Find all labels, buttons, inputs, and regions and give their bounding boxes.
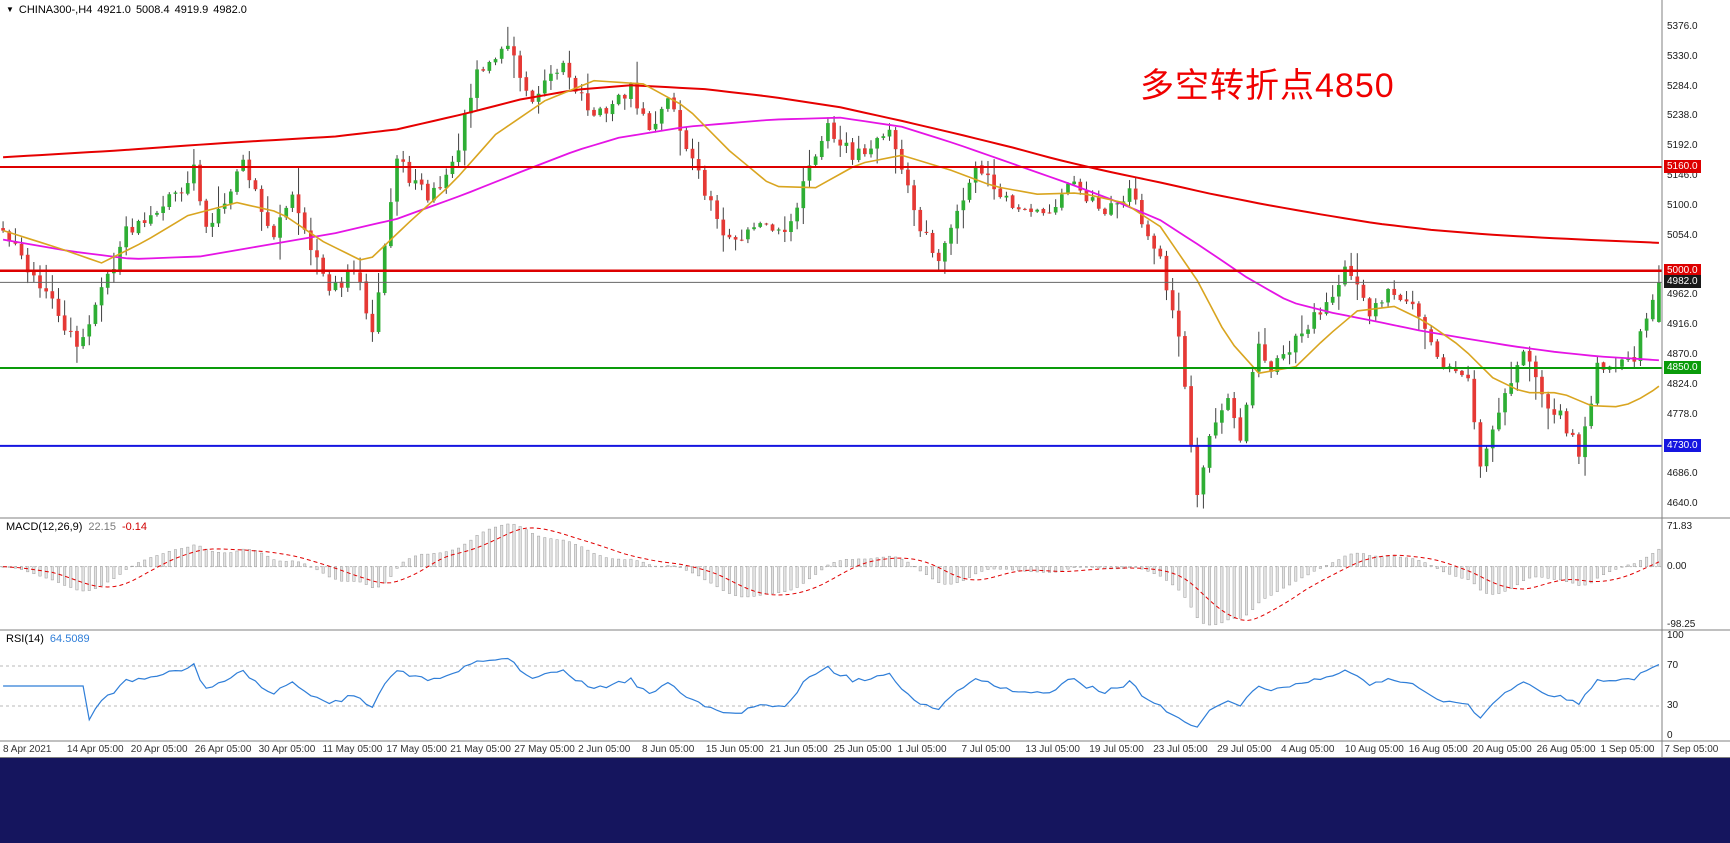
macd-panel: [0, 523, 1662, 626]
macd-signal-line: [3, 527, 1660, 622]
ma-long-red: [3, 84, 1659, 244]
moving-averages: [2, 79, 1660, 408]
ohlc-high: 5008.4: [135, 4, 170, 16]
taskbar: [0, 757, 1730, 843]
macd-title: MACD(12,26,9): [6, 521, 83, 533]
ohlc-close: 4982.0: [213, 4, 247, 16]
rsi-indicator-label: RSI(14) 64.5089: [6, 633, 96, 645]
ohlc-open: 4921.0: [97, 4, 131, 16]
rsi-value: 64.5089: [49, 633, 90, 645]
macd-signal-value: -0.14: [121, 521, 148, 533]
chart-header: ▼ CHINA300-,H4 4921.0 5008.4 4919.9 4982.0: [6, 4, 252, 16]
macd-main-value: 22.15: [88, 521, 116, 533]
symbol-dropdown-icon[interactable]: ▼: [6, 5, 14, 14]
ohlc-low: 4919.9: [174, 4, 209, 16]
rsi-title: RSI(14): [6, 633, 44, 645]
candles: [1, 26, 1661, 509]
symbol-period-label: CHINA300-,H4: [18, 4, 93, 16]
macd-indicator-label: MACD(12,26,9) 22.15 -0.14: [6, 521, 153, 533]
ma-mid-magenta: [2, 116, 1659, 362]
rsi-line: [3, 657, 1660, 728]
rsi-panel: [0, 657, 1662, 728]
ma-fast-orange: [2, 79, 1660, 408]
annotation-text: 多空转折点4850: [1140, 67, 1395, 105]
